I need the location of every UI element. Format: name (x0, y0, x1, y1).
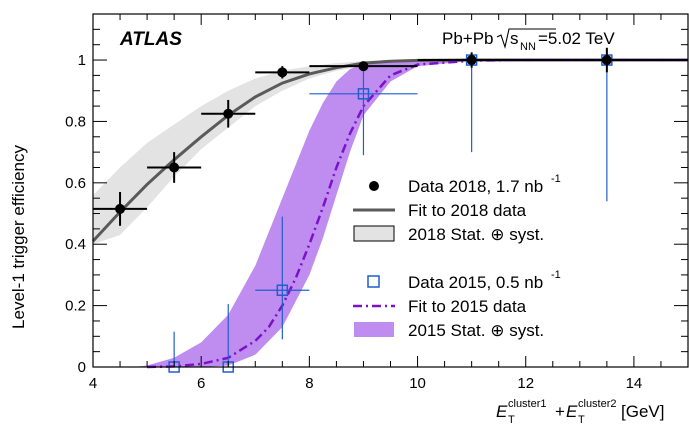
legend-swatch-band-2015 (354, 322, 394, 337)
x-label-sup1: cluster1 (508, 398, 547, 410)
x-label-sup2: cluster2 (578, 398, 617, 410)
y-tick-label-1: 0.2 (65, 298, 86, 315)
data-2018-point-1 (169, 162, 180, 173)
axis-ticks: 4 6 8 10 12 14 0 0.2 0.4 0.6 0.8 1 (65, 14, 689, 392)
legend-item-band-2015: 2015 Stat. ⊕ syst. (354, 321, 544, 340)
x-tick-label-5: 14 (626, 375, 643, 392)
legend-marker-data-2015 (367, 275, 380, 288)
x-tick-label-0: 4 (89, 375, 97, 392)
fit-curve-2015 (147, 58, 688, 369)
legend-label-band-2018: 2018 Stat. ⊕ syst. (408, 225, 544, 244)
x-tick-label-3: 10 (409, 375, 426, 392)
data-2015-point-3 (357, 88, 370, 100)
experiment-label: ATLAS (119, 29, 182, 50)
energy-subscript: NN (520, 41, 536, 53)
energy-symbol: s (510, 29, 519, 48)
data-2018-point-5 (466, 55, 477, 66)
data-2015-point-2 (276, 284, 289, 297)
x-axis-label: E T cluster1 + E T cluster2 [GeV] (496, 398, 664, 426)
collision-label-group: Pb+Pb s NN =5.02 TeV (442, 28, 615, 53)
y-tick-label-3: 0.6 (65, 175, 86, 192)
y-tick-label-0: 0 (78, 359, 86, 376)
legend-label-data-2018: Data 2018, 1.7 nb (408, 177, 543, 196)
legend-item-data-2015: Data 2015, 0.5 nb -1 (367, 269, 561, 292)
x-label-e1: E (496, 402, 508, 421)
x-tick-label-4: 12 (517, 375, 534, 392)
data-2018-point-2 (223, 108, 234, 119)
collision-label: Pb+Pb (442, 29, 494, 48)
x-label-plus: + (555, 402, 565, 421)
legend-label-band-2015: 2015 Stat. ⊕ syst. (408, 321, 544, 340)
legend-marker-data-2018 (369, 181, 379, 191)
x-tick-label-1: 6 (197, 375, 205, 392)
legend-item-fit-2018: Fit to 2018 data (353, 201, 527, 220)
legend-item-band-2018: 2018 Stat. ⊕ syst. (353, 225, 544, 244)
legend-swatch-band-2018 (353, 225, 395, 242)
legend: Data 2018, 1.7 nb -1 Fit to 2018 data 20… (353, 173, 561, 340)
data-points (93, 47, 688, 373)
legend-item-fit-2015: Fit to 2015 data (353, 297, 527, 316)
fit-curves (91, 58, 688, 369)
data-2018-point-6 (601, 55, 612, 66)
legend-item-data-2018: Data 2018, 1.7 nb -1 (369, 173, 561, 196)
legend-sup-data-2015: -1 (551, 269, 561, 281)
y-tick-label-2: 0.4 (65, 236, 86, 253)
legend-label-data-2015: Data 2015, 0.5 nb (408, 273, 543, 292)
x-label-sub1: T (508, 414, 515, 426)
sqrt-sign (496, 28, 556, 50)
x-tick-label-2: 8 (305, 375, 313, 392)
y-tick-label-5: 1 (78, 52, 86, 69)
x-label-sub2: T (578, 414, 585, 426)
y-axis-label: Level-1 trigger efficiency (9, 145, 28, 329)
y-tick-label-4: 0.8 (65, 113, 86, 130)
data-2018-point-0 (115, 203, 126, 214)
data-2018-point-3 (277, 67, 288, 78)
legend-label-fit-2018: Fit to 2018 data (408, 201, 527, 220)
data-2018-point-4 (358, 61, 369, 72)
x-label-e2: E (566, 402, 578, 421)
x-label-unit: [GeV] (621, 402, 664, 421)
energy-label: =5.02 TeV (538, 29, 615, 48)
uncertainty-bands (93, 60, 689, 367)
legend-label-fit-2015: Fit to 2015 data (408, 297, 527, 316)
legend-sup-data-2018: -1 (551, 173, 561, 185)
